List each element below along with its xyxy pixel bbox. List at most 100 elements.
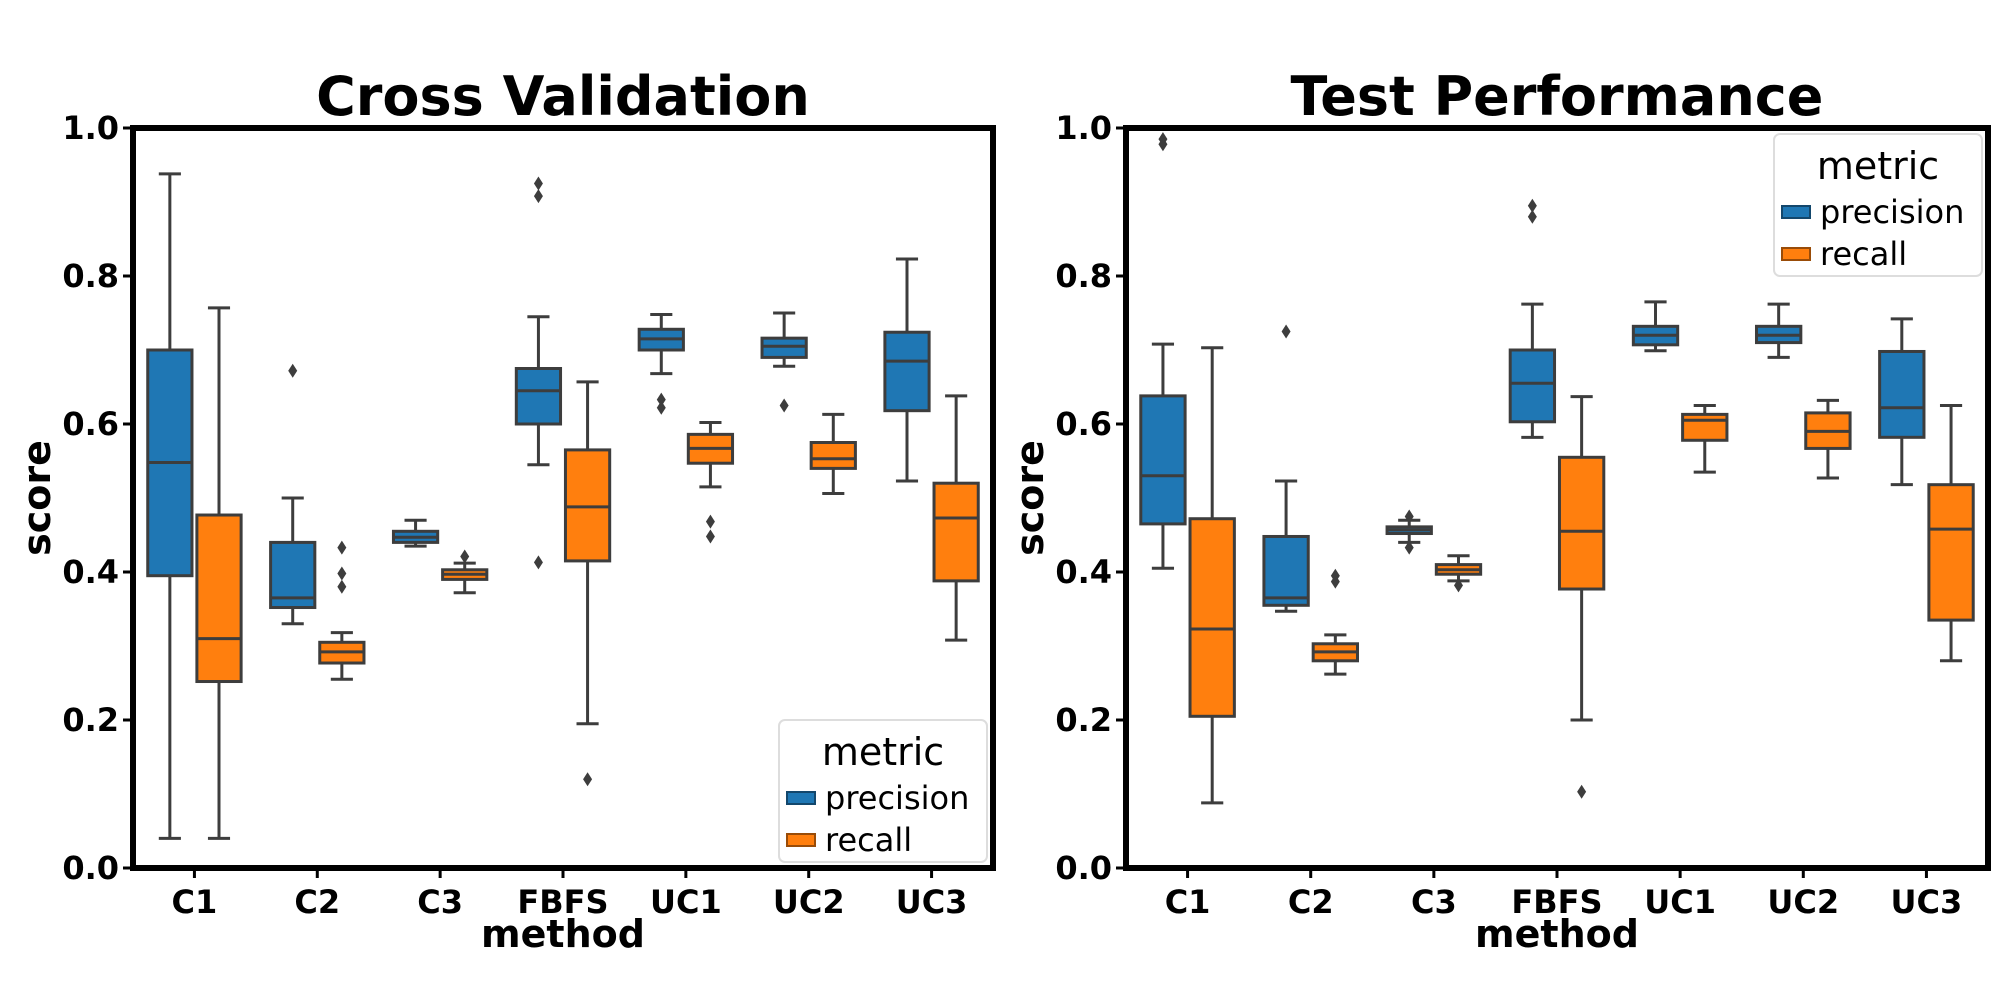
legend-box [778,719,988,863]
legend-label-recall: recall [1820,235,1907,273]
outlier-point [656,392,666,407]
box-recall-UC2 [1804,398,1852,480]
x-tick-label: C2 [294,883,340,921]
outlier-point [656,400,666,415]
x-axis-label: method [1475,912,1639,956]
legend-swatch-recall [786,833,816,847]
box-recall-FBFS [563,380,612,787]
legend-swatch-precision [786,791,816,805]
legend-title: metric [1817,144,1939,188]
x-tick-label: C3 [1411,883,1457,921]
box-precision-FBFS [514,176,563,570]
box-recall-C2 [1311,568,1360,676]
y-axis-label: score [15,440,59,556]
x-tick-label: C1 [1165,883,1211,921]
x-tick-label: UC3 [1891,883,1963,921]
outlier-point [1281,324,1291,339]
box-iqr [1262,534,1310,607]
box-recall-UC1 [1681,404,1729,474]
box-precision-UC3 [883,257,931,483]
outlier-point [1527,198,1537,213]
x-tick-label: FBFS [517,883,608,921]
box-precision-UC1 [1631,300,1680,353]
box-precision-C3 [391,518,440,548]
outlier-point [1577,784,1587,799]
box-recall-C2 [318,540,366,681]
box-recall-FBFS [1557,395,1606,799]
y-tick-label: 0.6 [1055,405,1112,443]
x-axis-label: method [481,912,645,956]
legend-swatch-precision [1781,205,1811,219]
box-iqr [1508,348,1557,424]
box-precision-UC2 [760,311,808,413]
plot-frame [1123,125,1991,871]
outlier-point [705,514,715,529]
box-recall-UC3 [932,394,980,642]
outlier-point [533,189,543,204]
legend: metric precision recall [778,719,988,863]
x-tick-label: UC2 [1767,883,1839,921]
x-tick-label: C3 [417,883,463,921]
y-axis-label: score [1008,440,1052,556]
outlier-point [533,555,543,570]
box-precision-UC1 [637,312,685,415]
y-tick-label: 0.0 [62,849,119,887]
x-tick-label: C1 [172,883,218,921]
y-tick-label: 0.6 [62,405,119,443]
outlier-point [533,176,543,191]
legend-swatch-recall [1781,247,1811,261]
x-tick-label: UC2 [773,883,845,921]
x-tick-label: C2 [1288,883,1334,921]
outlier-point [460,549,470,564]
box-precision-UC2 [1754,302,1803,359]
x-tick-label: UC1 [1644,883,1716,921]
box-recall-C1 [195,306,243,840]
box-iqr [1188,517,1236,718]
outlier-point [1404,509,1414,524]
y-tick-label: 1.0 [1055,109,1112,147]
box-precision-C2 [1262,324,1310,613]
outlier-point [1404,540,1414,555]
outlier-point [705,529,715,544]
outlier-point [779,398,789,413]
box-iqr [932,481,980,583]
y-tick-label: 0.2 [62,701,119,739]
outlier-point [337,540,347,555]
box-recall-C1 [1188,346,1236,805]
legend: metric precision recall [1773,133,1983,277]
box-recall-C3 [1434,554,1483,593]
outlier-point [288,363,298,378]
plot-frame [130,125,996,871]
y-tick-label: 0.8 [1055,257,1112,295]
box-iqr [1139,394,1187,526]
box-recall-UC1 [686,421,735,544]
box-recall-UC3 [1927,404,1975,663]
outlier-point [1158,137,1168,152]
legend-label-precision: precision [1820,193,1964,231]
box-precision-C1 [146,172,194,840]
outlier-point [1330,574,1340,589]
box-precision-C1 [1139,132,1187,570]
box-iqr [1557,455,1606,591]
y-tick-label: 0.4 [1055,553,1112,591]
box-recall-UC2 [809,412,857,496]
box-precision-UC3 [1878,317,1926,487]
y-tick-label: 1.0 [62,109,119,147]
box-iqr [809,441,857,470]
box-iqr [195,513,243,684]
legend-title: metric [822,730,944,774]
box-recall-C3 [441,549,489,595]
box-precision-FBFS [1508,198,1557,439]
y-tick-label: 0.4 [62,553,119,591]
chart-title: Test Performance [1291,65,1824,128]
y-tick-label: 0.8 [62,257,119,295]
outlier-point [337,579,347,594]
x-tick-label: FBFS [1511,883,1602,921]
box-iqr [883,330,931,413]
x-tick-label: UC3 [896,883,968,921]
panel-cross-validation: Cross Validation 0.0 0.2 0.4 0.6 0.8 1.0 C1 C2 C3… [15,65,996,956]
box-iqr [1927,483,1975,622]
outlier-point [583,772,593,787]
outlier-point [1527,209,1537,224]
